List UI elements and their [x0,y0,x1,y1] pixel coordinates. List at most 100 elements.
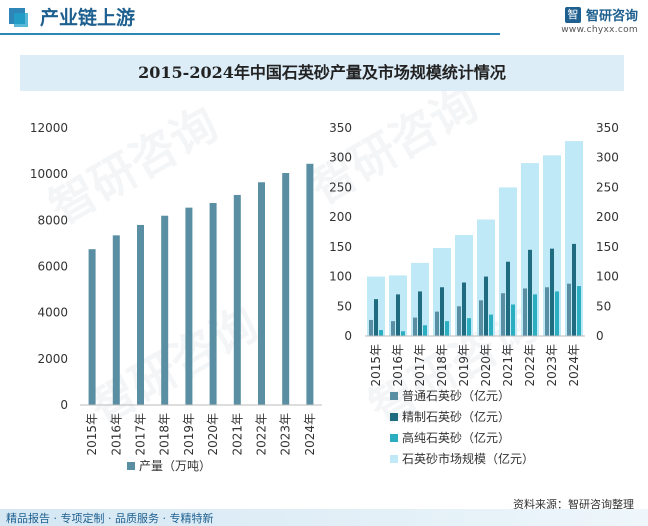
bar-ordinary [479,300,483,336]
bar-refined [528,249,532,336]
legend-swatch-production [127,462,135,470]
y-tick-label-right-right-axis: 300 [596,151,619,165]
x-tick-label-right: 2015年 [369,344,383,387]
bar-refined [440,287,444,336]
bar-production [282,173,290,405]
y-tick-label-left: 8000 [37,213,68,227]
bar-production [161,215,169,405]
brand-block: 智 智研咨询 www.chyxx.com [561,4,638,35]
bar-production [209,203,217,405]
y-tick-label-left: 10000 [30,167,68,181]
bar-refined [484,276,488,336]
header-title: 产业链上游 [40,7,136,29]
bar-refined [506,261,510,336]
bar-production [306,163,314,405]
y-tick-label-right-right-axis: 150 [596,240,619,254]
bar-ordinary [435,311,439,336]
y-tick-label-left: 6000 [37,260,68,274]
brand-name: 智研咨询 [585,9,638,24]
page-header: 产业链上游 智 智研咨询 www.chyxx.com [0,0,648,35]
bar-production [112,235,120,405]
x-tick-label-right: 2024年 [567,344,581,387]
x-tick-label-left: 2020年 [206,413,220,456]
legend-label-production: 产量（万吨） [139,459,211,473]
x-tick-label-left: 2016年 [109,413,123,456]
bar-high-purity [445,321,449,336]
y-tick-label-right-right-axis: 50 [596,299,611,313]
bar-refined [418,291,422,336]
y-tick-label-right-left-axis: 300 [329,151,352,165]
bar-high-purity [423,325,427,336]
legend-high-purity-swatch [390,434,398,442]
y-tick-label-left: 12000 [30,121,68,135]
y-tick-label-right-right-axis: 200 [596,210,619,224]
bar-high-purity [489,314,493,336]
bar-ordinary [391,321,395,336]
source-note: 资料来源：智研咨询整理 [513,498,634,511]
x-tick-label-right: 2018年 [435,344,449,387]
y-tick-label-right-right-axis: 350 [596,121,619,135]
y-tick-label-right-left-axis: 150 [329,240,352,254]
footer-bar: 精品报告 · 专项定制 · 品质服务 · 专精特新 [0,509,648,526]
bar-refined [550,248,554,336]
y-tick-label-right-left-axis: 100 [329,270,352,284]
bar-production [137,224,144,405]
brand-logo-icon: 智 [564,6,581,23]
brand-url: www.chyxx.com [561,25,638,35]
x-tick-label-right: 2020年 [479,344,493,387]
x-tick-label-right: 2019年 [457,344,471,387]
y-tick-label-right-right-axis: 0 [596,329,604,343]
y-tick-label-right-left-axis: 50 [337,299,352,313]
bar-refined [462,282,466,336]
bar-ordinary [501,293,505,336]
y-tick-label-left: 4000 [37,306,68,320]
bar-ordinary [545,287,549,336]
bar-high-purity [555,291,559,336]
legend-market-size-label: 石英砂市场规模（亿元） [402,451,534,466]
header-logo-square-accent [14,13,28,27]
chart-title: 2015-2024年中国石英砂产量及市场规模统计情况 [138,63,506,82]
x-tick-label-left: 2024年 [303,413,317,456]
legend-ordinary-swatch [390,392,398,400]
y-tick-label-right-left-axis: 0 [344,329,352,343]
legend-refined-swatch [390,413,398,421]
bar-production [88,249,96,405]
header-underline [0,33,500,35]
x-tick-label-left: 2017年 [134,413,148,456]
footer-text: 精品报告 · 专项定制 · 品质服务 · 专精特新 [6,512,214,525]
bar-ordinary [567,283,571,336]
bar-ordinary [413,317,417,336]
legend-market-size-swatch [390,455,398,463]
y-tick-label-right-right-axis: 250 [596,180,619,194]
legend-high-purity-label: 高纯石英砂（亿元） [402,430,510,445]
legend-ordinary-label: 普通石英砂（亿元） [402,388,510,403]
bar-high-purity [511,304,515,336]
bar-production [185,207,193,405]
x-tick-label-right: 2017年 [413,344,427,387]
legend-refined-label: 精制石英砂（亿元） [402,409,510,424]
y-tick-label-right-right-axis: 100 [596,270,619,284]
bar-refined [572,243,576,336]
bar-production [233,194,241,405]
y-tick-label-right-left-axis: 200 [329,210,352,224]
x-tick-label-left: 2022年 [255,413,269,456]
bar-refined [374,299,378,336]
bar-production [258,182,265,405]
bar-ordinary [369,319,373,336]
x-tick-label-left: 2015年 [85,413,99,456]
bar-ordinary [523,288,527,336]
y-tick-label-right-left-axis: 250 [329,180,352,194]
x-tick-label-right: 2022年 [523,344,537,387]
x-tick-label-left: 2018年 [158,413,172,456]
x-tick-label-left: 2019年 [182,413,196,456]
x-tick-label-left: 2021年 [230,413,244,456]
x-tick-label-right: 2016年 [391,344,405,387]
bar-high-purity [467,318,471,336]
y-tick-label-left: 0 [60,398,68,412]
x-tick-label-right: 2023年 [545,344,559,387]
chart-title-band: 2015-2024年中国石英砂产量及市场规模统计情况 [20,55,624,91]
bar-high-purity [577,286,581,336]
y-tick-label-right-left-axis: 350 [329,121,352,135]
bar-high-purity [401,331,405,336]
x-tick-label-left: 2023年 [279,413,293,456]
